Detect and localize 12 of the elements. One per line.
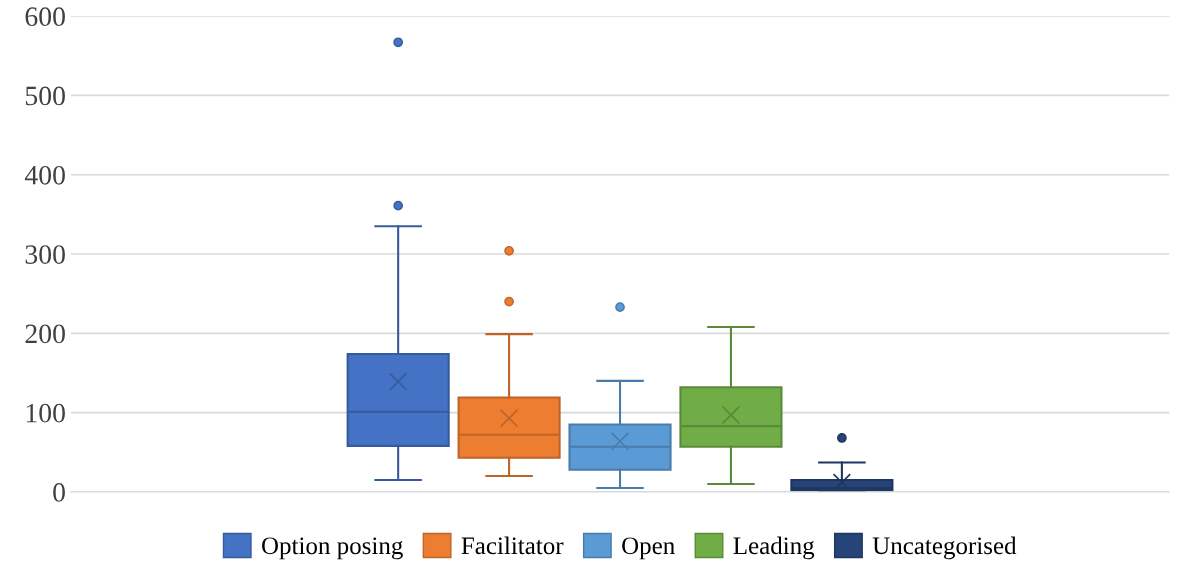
y-tick-label: 400 bbox=[24, 165, 65, 185]
legend-label: Facilitator bbox=[461, 536, 564, 555]
y-tick-label: 500 bbox=[25, 86, 65, 106]
legend-label: Option posing bbox=[262, 537, 403, 560]
legend-label: Open bbox=[622, 537, 675, 560]
y-tick-label: 0 bbox=[53, 483, 65, 502]
y-tick-label: 200 bbox=[25, 324, 65, 344]
y-tick-label: 100 bbox=[26, 403, 65, 423]
y-tick-label: 300 bbox=[25, 245, 65, 264]
y-tick-label: 600 bbox=[25, 7, 65, 27]
legend-label: Uncategorised bbox=[872, 536, 1017, 560]
legend-label: Leading bbox=[733, 536, 815, 560]
